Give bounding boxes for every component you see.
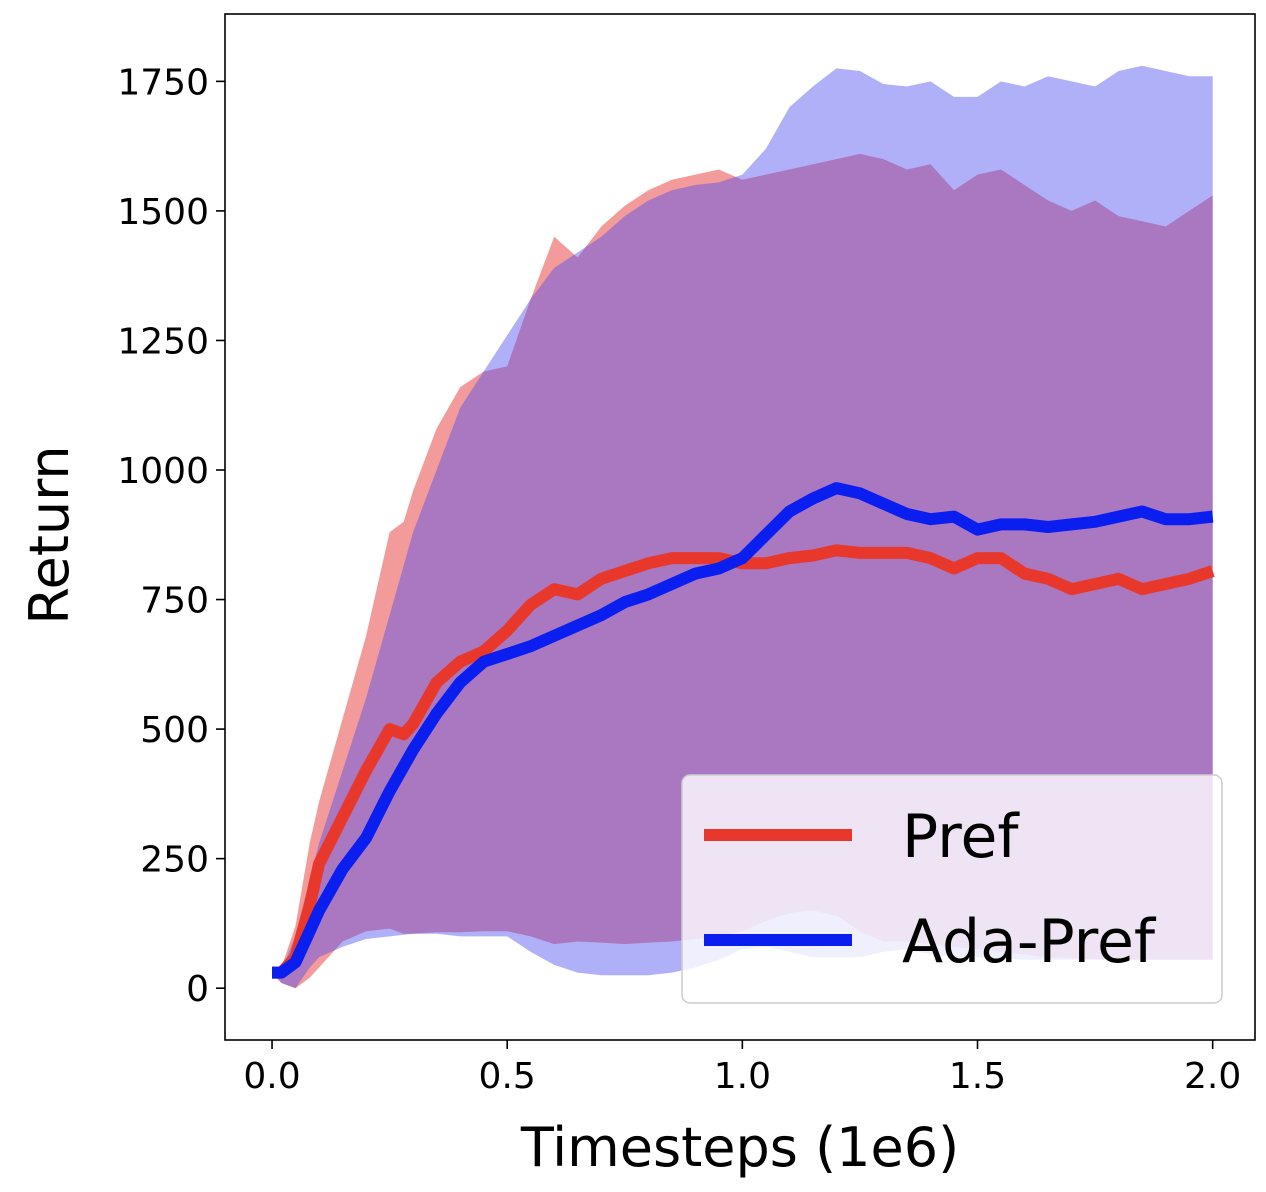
x-tick-label: 0.5: [479, 1056, 536, 1097]
x-tick-label: 1.5: [949, 1056, 1006, 1097]
plot-frame: [224, 13, 1256, 1041]
mean-lines: [272, 482, 1215, 979]
x-tick-label: 1.0: [714, 1056, 771, 1097]
x-axis: 0.0 0.5 1.0 1.5 2.0: [243, 1040, 1241, 1097]
y-tick-label: 500: [140, 710, 209, 751]
x-tick-label: 0.0: [243, 1056, 300, 1097]
legend: Pref Ada-Pref: [681, 774, 1223, 1004]
legend-label-ada-pref: Ada-Pref: [902, 907, 1157, 977]
y-axis-title: Return: [18, 445, 81, 624]
y-tick-label: 750: [140, 581, 209, 622]
x-axis-title: Timesteps (1e6): [520, 1116, 959, 1179]
y-tick-label: 1750: [117, 62, 209, 103]
pref-line: [272, 544, 1215, 979]
y-axis: 0 250 500 750 1000 1250 1500 1750: [117, 62, 225, 1010]
ada-pref-band: [272, 65, 1213, 989]
y-tick-label: 1500: [117, 192, 209, 233]
y-tick-label: 1250: [117, 321, 209, 362]
y-tick-label: 0: [186, 969, 209, 1010]
ada-pref-line: [272, 482, 1214, 979]
legend-label-pref: Pref: [902, 802, 1020, 872]
x-tick-label: 2.0: [1184, 1056, 1241, 1097]
y-tick-label: 250: [140, 840, 209, 881]
y-tick-label: 1000: [117, 451, 209, 492]
